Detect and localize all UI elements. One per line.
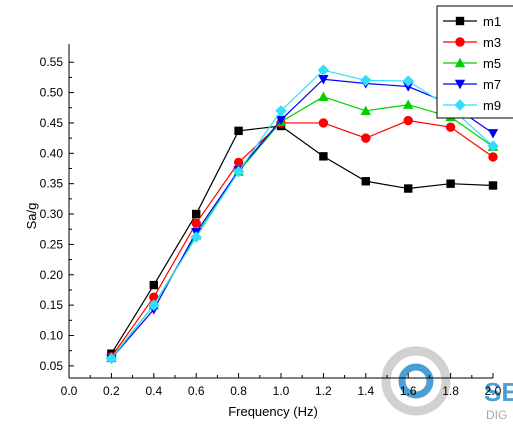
data-point-m3 <box>403 115 413 126</box>
x-axis: 0.0 0.2 0.4 0.6 0.8 1.0 1.2 1.4 1.6 1.8 2.0 <box>61 373 502 398</box>
plot-area <box>105 64 499 365</box>
series-line-m1 <box>110 125 494 355</box>
data-point-m3 <box>233 157 244 168</box>
data-point-m1 <box>234 126 243 136</box>
data-point-m9 <box>402 75 414 87</box>
data-point-m9 <box>148 299 160 311</box>
legend-marker <box>454 99 466 111</box>
data-point-m7 <box>318 75 329 85</box>
x-tick-label: 1.6 <box>400 384 417 398</box>
series-m1 <box>107 121 498 358</box>
x-tick-label: 0.0 <box>61 384 78 398</box>
data-point-m5 <box>318 91 329 102</box>
legend-marker <box>454 57 466 68</box>
legend-label: m9 <box>483 98 501 113</box>
legend-label: m7 <box>483 77 501 92</box>
data-point-m9 <box>190 231 202 243</box>
y-tick-label: 0.15 <box>40 298 64 312</box>
data-point-m3 <box>318 118 329 128</box>
watermark-text: SE <box>484 377 513 407</box>
y-tick-label: 0.45 <box>40 116 64 130</box>
y-tick-label: 0.35 <box>40 177 64 191</box>
series-line-m7 <box>110 78 494 359</box>
y-tick-label: 0.55 <box>40 55 64 69</box>
x-tick-label: 1.0 <box>273 384 290 398</box>
y-tick-label: 0.25 <box>40 237 64 251</box>
data-point-m9 <box>360 74 372 87</box>
y-axis: 0.05 0.10 0.15 0.20 0.25 0.30 0.35 0.40 0.45 0.50… <box>40 44 74 378</box>
data-point-m3 <box>191 218 201 228</box>
watermark-ring-outer <box>381 346 451 416</box>
series-m3 <box>106 115 498 362</box>
y-tick-label: 0.20 <box>40 268 64 282</box>
data-point-m1 <box>446 179 455 188</box>
y-tick-label: 0.05 <box>40 359 64 373</box>
data-point-m5 <box>360 105 371 115</box>
data-point-m1 <box>192 209 201 219</box>
y-tick-label: 0.10 <box>40 328 64 342</box>
data-point-m5 <box>403 99 414 109</box>
x-tick-label: 1.8 <box>442 384 459 398</box>
legend-label: m1 <box>483 14 501 29</box>
legend-item-m3: m3 <box>443 35 501 50</box>
legend-marker <box>455 37 465 47</box>
series-line-m9 <box>110 69 494 359</box>
watermark-ring-inner <box>398 363 434 399</box>
x-tick-label: 0.6 <box>188 384 205 398</box>
watermark-subtext: DIG <box>486 408 507 422</box>
data-point-m1 <box>488 181 498 190</box>
legend-item-m5: m5 <box>443 56 501 71</box>
x-tick-label: 0.8 <box>230 384 247 398</box>
legend: m1 m3 m5 m7 m9 <box>436 5 513 119</box>
y-tick-label: 0.50 <box>40 86 64 100</box>
data-point-m1 <box>149 280 158 290</box>
x-tick-label: 0.2 <box>103 384 120 398</box>
data-point-m9 <box>317 64 330 76</box>
data-point-m7 <box>403 82 414 92</box>
x-tick-label: 1.4 <box>357 384 374 398</box>
data-point-m3 <box>488 152 498 162</box>
series-line-m5 <box>110 96 494 359</box>
legend-label: m5 <box>483 56 501 71</box>
x-tick-label: 1.2 <box>315 384 332 398</box>
x-tick-label: 0.4 <box>145 384 162 398</box>
x-tick-label: 2.0 <box>485 384 502 398</box>
legend-item-m1: m1 <box>443 14 501 29</box>
legend-marker <box>455 16 465 26</box>
x-axis-title: Frequency (Hz) <box>228 404 318 419</box>
legend-item-m9: m9 <box>443 98 501 113</box>
data-point-m9 <box>232 165 245 178</box>
legend-box <box>436 5 513 119</box>
data-point-m1 <box>404 184 413 193</box>
data-point-m9 <box>275 105 287 117</box>
data-point-m7 <box>487 129 499 139</box>
data-point-m9 <box>105 352 118 365</box>
y-axis-title: Sa/g <box>24 203 39 230</box>
data-point-m3 <box>445 122 456 132</box>
legend-item-m7: m7 <box>443 77 501 92</box>
legend-label: m3 <box>483 35 501 50</box>
data-point-m3 <box>361 133 371 143</box>
watermark-logo: SE DIG <box>381 346 513 422</box>
data-point-m1 <box>361 177 370 186</box>
data-point-m9 <box>487 140 499 152</box>
data-point-m7 <box>275 115 287 126</box>
y-tick-label: 0.30 <box>40 207 64 221</box>
series-m5 <box>106 91 499 363</box>
y-tick-label: 0.40 <box>40 146 64 160</box>
series-line-m3 <box>110 119 494 358</box>
data-point-m1 <box>319 152 328 161</box>
data-point-m3 <box>149 292 159 302</box>
legend-marker <box>454 79 466 90</box>
